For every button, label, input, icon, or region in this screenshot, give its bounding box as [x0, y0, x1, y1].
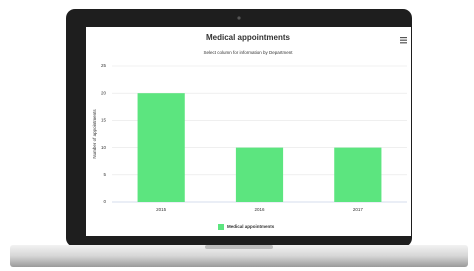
menu-button[interactable] — [400, 37, 407, 43]
menu-line — [400, 37, 407, 38]
bar — [138, 93, 185, 202]
bar — [334, 148, 381, 202]
chart-subtitle: Select column for information by Departm… — [203, 50, 293, 55]
y-tick-label: 15 — [101, 118, 107, 123]
chart-title: Medical appointments — [206, 33, 291, 42]
legend-label[interactable]: Medical appointments — [227, 224, 275, 229]
x-tick-label: 2017 — [353, 207, 364, 212]
x-tick-label: 2016 — [254, 207, 265, 212]
camera — [237, 16, 240, 19]
x-tick-label: 2015 — [156, 207, 167, 212]
y-tick-label: 20 — [101, 90, 107, 95]
screen — [86, 27, 411, 236]
laptop-screenshot: Medical appointments Select column for i… — [0, 0, 474, 271]
bar — [236, 148, 283, 202]
menu-line — [400, 40, 407, 41]
legend-swatch — [218, 224, 224, 230]
y-tick-label: 10 — [101, 145, 107, 150]
laptop-notch — [205, 245, 273, 249]
menu-line — [400, 42, 407, 43]
y-axis-label: Number of appointments — [92, 109, 97, 159]
y-tick-label: 25 — [101, 63, 107, 68]
